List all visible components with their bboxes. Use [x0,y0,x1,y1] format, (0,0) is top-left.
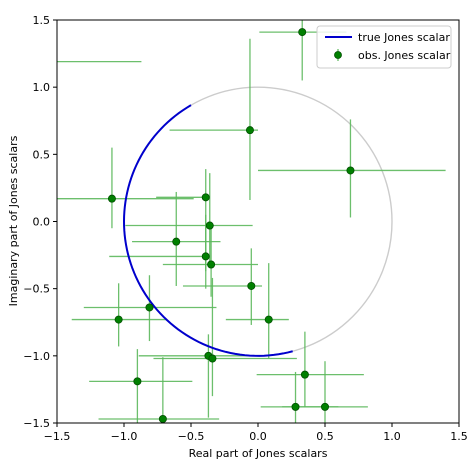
y-tick-label: −0.5 [23,283,50,296]
observation-point [205,221,214,230]
y-tick-label: 1.5 [33,14,51,27]
observation-point [300,370,309,379]
y-tick-label: 0.5 [33,148,51,161]
legend-label-obs: obs. Jones scalar [358,49,451,62]
observation-point [158,414,167,423]
x-tick-label: 1.0 [383,430,401,443]
x-tick-label: −1.5 [44,430,71,443]
legend-swatch-observation [334,51,342,59]
observation-point [201,252,210,261]
y-axis-label: Imaginary part of Jones scalars [7,135,20,306]
y-tick-label: 0.0 [33,216,51,229]
x-tick-label: 1.5 [450,430,468,443]
x-tick-label: 0.0 [249,430,267,443]
y-tick-label: 1.0 [33,81,51,94]
observation-point [247,281,256,290]
legend: true Jones scalar obs. Jones scalar [316,25,452,69]
x-axis-label: Real part of Jones scalars [189,447,328,460]
legend-label-true: true Jones scalar [358,31,450,44]
observation-point [207,260,216,269]
true-jones-curve [122,104,293,357]
y-axis-ticks: −1.5 −1.0 −0.5 0.0 0.5 1.0 1.5 [23,14,57,430]
observation-point [172,237,181,246]
observation-point [264,315,273,324]
y-tick-label: −1.0 [23,350,50,363]
observation-point [346,166,355,175]
plot-area [57,20,446,423]
observation-point [145,303,154,312]
observation-point [245,126,254,135]
y-tick-label: −1.5 [23,417,50,430]
observation-point [133,377,142,386]
x-tick-label: −0.5 [178,430,205,443]
observation-point [291,402,300,411]
unit-circle [123,86,393,357]
observation-point [107,194,116,203]
observation-point [298,28,307,37]
x-axis-ticks: −1.5 −1.0 −0.5 0.0 0.5 1.0 1.5 [44,423,468,443]
x-tick-label: −1.0 [111,430,138,443]
observation-point [114,315,123,324]
observation-point [320,402,329,411]
observation-point [208,354,217,363]
x-tick-label: 0.5 [316,430,334,443]
observation-points [107,28,355,423]
observation-point [201,193,210,202]
plot-frame [56,19,460,424]
